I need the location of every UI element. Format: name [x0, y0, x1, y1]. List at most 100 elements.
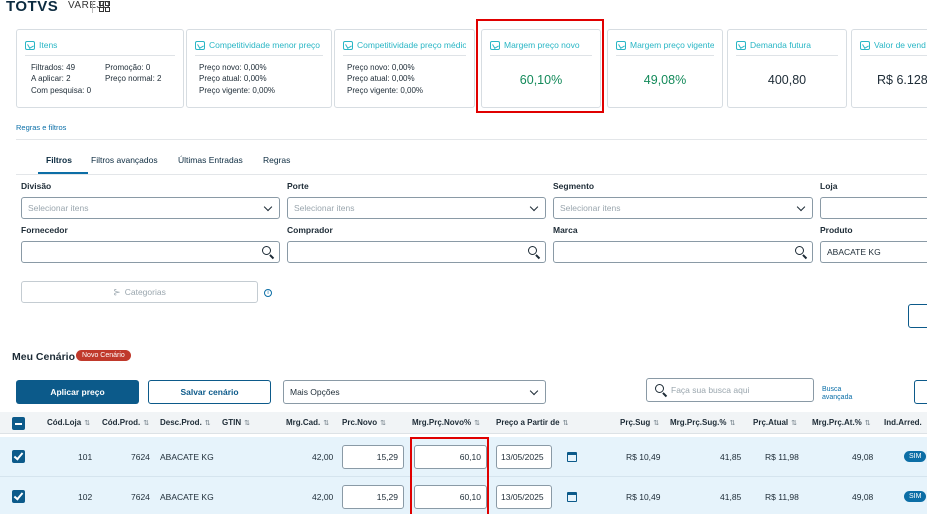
- produto-input[interactable]: ABACATE KG: [820, 241, 927, 263]
- highlight-mrg-novo-column: [410, 437, 489, 514]
- chart-icon: [860, 40, 870, 50]
- tab-regras[interactable]: Regras: [263, 155, 291, 165]
- card-competitividade-menor: Competitividade menor preço Preço novo: …: [186, 29, 332, 108]
- save-scenario-button[interactable]: Salvar cenário: [148, 380, 271, 404]
- brand-logo: TOTVS: [6, 0, 59, 15]
- col-prc-novo[interactable]: Prc.Novo ⇅: [342, 418, 386, 427]
- card-title: Demanda futura: [750, 40, 811, 50]
- col-cod-loja[interactable]: Cód.Loja ⇅: [47, 418, 91, 427]
- marca-input[interactable]: [553, 241, 813, 263]
- col-mrg-prc-sug[interactable]: Mrg.Prç.Sug.% ⇅: [670, 418, 736, 427]
- row-checkbox[interactable]: [12, 490, 25, 503]
- apply-price-button[interactable]: Aplicar preço: [16, 380, 139, 404]
- table-header: Cód.Loja ⇅ Cód.Prod. ⇅ Desc.Prod. ⇅ GTIN ⇅ M…: [0, 412, 927, 434]
- card-value: 400,80: [767, 73, 807, 87]
- more-options-select[interactable]: Mais Opções: [283, 380, 546, 404]
- tab-ultimas-entradas[interactable]: Últimas Entradas: [178, 155, 243, 165]
- comp-medio-preco-atual: Preço atual: 0,00%: [347, 74, 415, 83]
- comp-menor-preco-vigente: Preço vigente: 0,00%: [199, 86, 276, 95]
- search-input[interactable]: Faça sua busca aqui: [646, 378, 814, 402]
- calendar-icon[interactable]: [567, 452, 577, 462]
- card-margem-preco-vigente: Margem preço vigente 49,08%: [607, 29, 723, 108]
- card-competitividade-medio: Competitividade preço médio Preço novo: …: [334, 29, 475, 108]
- col-cod-prod[interactable]: Cód.Prod. ⇅: [102, 418, 150, 427]
- col-mrg-cad[interactable]: Mrg.Cad. ⇅: [286, 418, 330, 427]
- advanced-search-link[interactable]: Busca avançada: [822, 386, 853, 401]
- porte-select[interactable]: Selecionar itens: [287, 197, 546, 219]
- search-icon[interactable]: [262, 246, 271, 255]
- table-action-button[interactable]: [914, 380, 927, 404]
- info-icon[interactable]: i: [264, 289, 272, 297]
- tab-filtros-avancados[interactable]: Filtros avançados: [91, 155, 158, 165]
- tree-icon: ⊱: [113, 286, 121, 297]
- chart-icon: [343, 40, 353, 50]
- loja-label: Loja: [820, 181, 838, 191]
- brand-divider: [92, 1, 93, 13]
- col-gtin[interactable]: GTIN ⇅: [222, 418, 250, 427]
- mrg-novo-input[interactable]: 60,10: [414, 485, 487, 509]
- col-mrg-prc-at[interactable]: Mrg.Prç.At.% ⇅: [812, 418, 871, 427]
- chart-icon: [736, 40, 746, 50]
- itens-promocao: Promoção: 0: [105, 63, 151, 72]
- comp-menor-preco-novo: Preço novo: 0,00%: [199, 63, 267, 72]
- card-value: R$ 6.128: [877, 73, 927, 87]
- table-row[interactable]: 101 7624 ABACATE KG 42,00 15,29 60,10 13…: [0, 437, 927, 477]
- card-itens: Itens Filtrados: 49 A aplicar: 2 Com pes…: [16, 29, 184, 108]
- table-row[interactable]: 102 7624 ABACATE KG 42,00 15,29 60,10 13…: [0, 477, 927, 514]
- chevron-down-icon: [529, 202, 539, 212]
- col-prc-atual[interactable]: Prç.Atual ⇅: [753, 418, 797, 427]
- itens-preco-normal: Preço normal: 2: [105, 74, 162, 83]
- divisao-select[interactable]: Selecionar itens: [21, 197, 280, 219]
- date-input[interactable]: 13/05/2025: [496, 485, 552, 509]
- grid-apps-icon[interactable]: [99, 1, 110, 12]
- card-demanda-futura: Demanda futura 400,80: [727, 29, 847, 108]
- col-mrg-prc-novo[interactable]: Mrg.Prç.Novo% ⇅: [412, 418, 480, 427]
- produto-label: Produto: [820, 225, 853, 235]
- date-input[interactable]: 13/05/2025: [496, 445, 552, 469]
- card-valor-venda: Valor de vend R$ 6.128: [851, 29, 927, 108]
- itens-a-aplicar: A aplicar: 2: [31, 74, 71, 83]
- loja-select[interactable]: [820, 197, 927, 219]
- search-icon[interactable]: [795, 246, 804, 255]
- new-scenario-badge: Novo Cenário: [76, 350, 131, 361]
- card-title: Itens: [39, 40, 58, 50]
- prc-novo-input[interactable]: 15,29: [342, 445, 404, 469]
- chevron-down-icon: [796, 202, 806, 212]
- mrg-novo-input[interactable]: 60,10: [414, 445, 487, 469]
- card-title: Valor de vend: [874, 40, 926, 50]
- col-preco-partir[interactable]: Preço a Partir de ⇅: [496, 418, 569, 427]
- col-ind-arred[interactable]: Ind.Arred.: [884, 418, 922, 427]
- comp-medio-preco-vigente: Preço vigente: 0,00%: [347, 86, 424, 95]
- categorias-button[interactable]: ⊱ Categorias: [21, 281, 258, 303]
- prc-novo-input[interactable]: 15,29: [342, 485, 404, 509]
- col-desc-prod[interactable]: Desc.Prod. ⇅: [160, 418, 211, 427]
- tag-icon: [25, 40, 35, 50]
- arred-badge: SIM: [904, 491, 927, 502]
- chart-icon: [195, 40, 205, 50]
- col-prc-sug[interactable]: Prç.Sug ⇅: [620, 418, 660, 427]
- search-icon: [655, 384, 664, 393]
- comprador-input[interactable]: [287, 241, 546, 263]
- comp-menor-preco-atual: Preço atual: 0,00%: [199, 74, 267, 83]
- tab-filtros[interactable]: Filtros: [46, 155, 72, 165]
- fornecedor-input[interactable]: [21, 241, 280, 263]
- tab-active-indicator: [38, 172, 88, 174]
- search-icon[interactable]: [528, 246, 537, 255]
- filter-action-button[interactable]: [908, 304, 927, 328]
- card-title: Margem preço vigente: [630, 40, 714, 50]
- comp-medio-preco-novo: Preço novo: 0,00%: [347, 63, 415, 72]
- card-margem-preco-novo: Margem preço novo 60,10%: [481, 29, 601, 108]
- card-title: Margem preço novo: [504, 40, 580, 50]
- card-value: 49,08%: [643, 73, 687, 87]
- divisao-label: Divisão: [21, 181, 52, 191]
- regras-filtros-link[interactable]: Regras e filtros: [16, 123, 67, 132]
- scenario-title: Meu Cenário: [12, 351, 76, 363]
- itens-com-pesquisa: Com pesquisa: 0: [31, 86, 92, 95]
- select-all-checkbox[interactable]: [12, 417, 25, 430]
- marca-label: Marca: [553, 225, 578, 235]
- row-checkbox[interactable]: [12, 450, 25, 463]
- highlight-margem-novo: [476, 19, 604, 113]
- card-title: Competitividade menor preço: [209, 40, 321, 50]
- calendar-icon[interactable]: [567, 492, 577, 502]
- segmento-select[interactable]: Selecionar itens: [553, 197, 813, 219]
